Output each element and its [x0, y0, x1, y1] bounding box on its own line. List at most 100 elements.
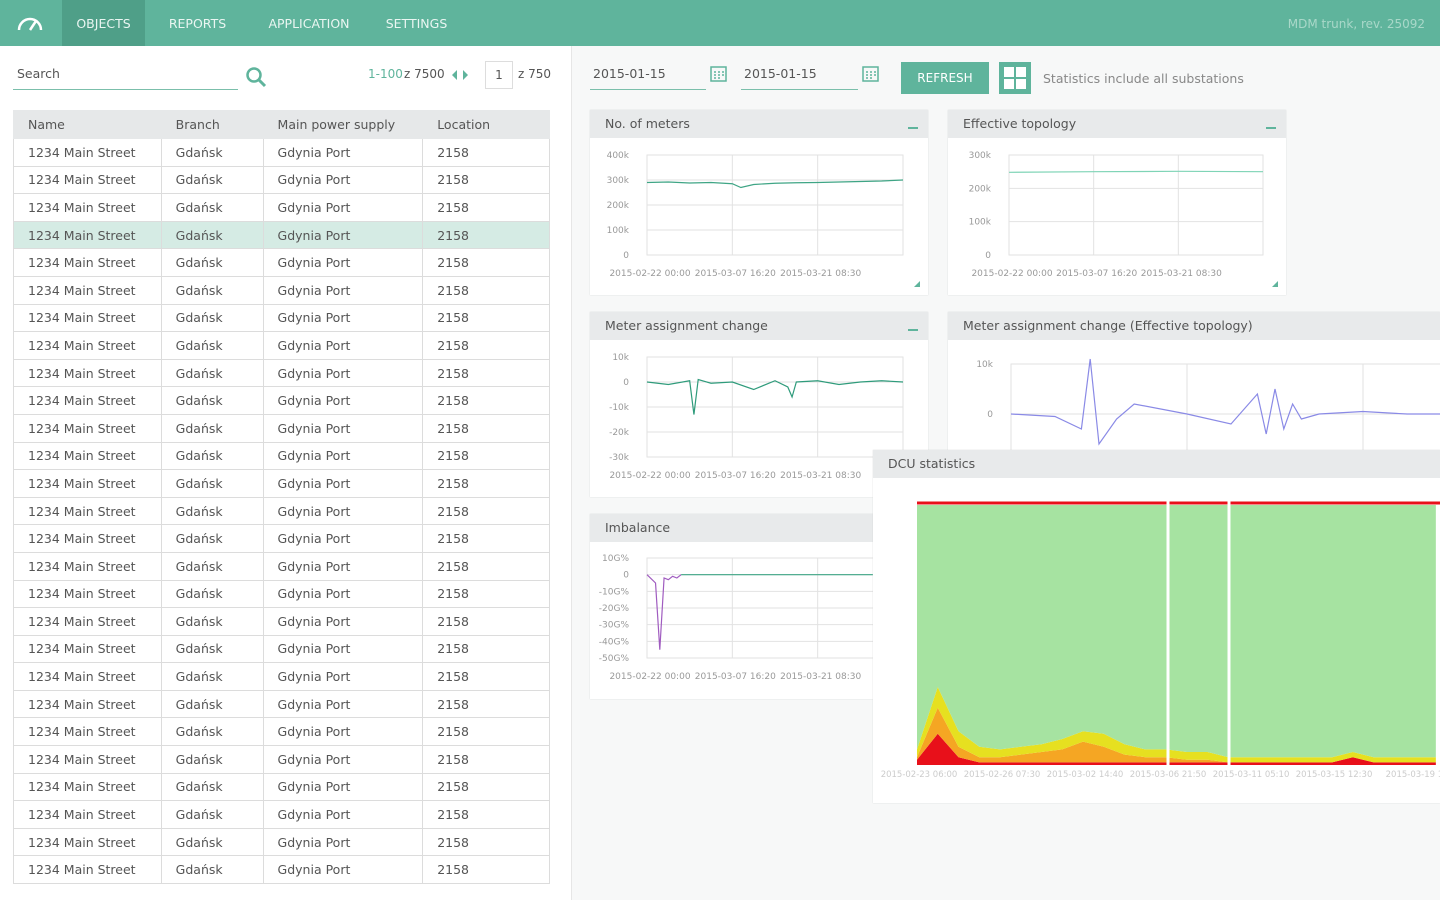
table-row[interactable]: 1234 Main Street Gdańsk Gdynia Port 2158: [13, 386, 550, 415]
objects-table: Name Branch Main power supply Location 1234 …: [13, 110, 550, 885]
chart-widget: Effective topology 0 100k 200k 300k 2015-02-2…: [948, 110, 1286, 295]
table-row[interactable]: 1234 Main Street Gdańsk Gdynia Port 2158: [13, 413, 550, 443]
table-row[interactable]: 1234 Main Street Gdańsk Gdynia Port 2158: [13, 469, 550, 498]
table-row[interactable]: 1234 Main Street Gdańsk Gdynia Port 2158: [13, 165, 550, 195]
table-cell: 1234 Main Street: [13, 331, 162, 360]
x-tick-label: 2015-03-21 08:30: [780, 672, 861, 682]
x-tick-label: 2015-03-02 14:40: [1047, 770, 1124, 780]
resize-handle: [914, 281, 920, 287]
layout-button[interactable]: [999, 62, 1031, 94]
table-cell: 2158: [422, 275, 550, 305]
table-cell: Gdańsk: [160, 220, 264, 250]
table-row[interactable]: 1234 Main Street Gdańsk Gdynia Port 2158: [13, 551, 550, 581]
table-row[interactable]: 1234 Main Street Gdańsk Gdynia Port 2158: [13, 193, 550, 222]
table-row[interactable]: 1234 Main Street Gdańsk Gdynia Port 2158: [13, 496, 550, 526]
date-underline: [741, 89, 858, 90]
table-row[interactable]: 1234 Main Street Gdańsk Gdynia Port 2158: [13, 745, 550, 774]
y-tick-label: 100k: [969, 218, 992, 228]
chart-widget: Meter assignment change -30k -20k -10k 0 10k 2…: [590, 312, 928, 497]
table-cell: Gdańsk: [160, 772, 264, 802]
table-cell: 2158: [422, 551, 550, 581]
table-cell: Gdynia Port: [262, 358, 424, 388]
table-row[interactable]: 1234 Main Street Gdańsk Gdynia Port 2158: [13, 358, 550, 388]
table-row[interactable]: 1234 Main Street Gdańsk Gdynia Port 2158: [13, 275, 550, 305]
table-cell: Gdańsk: [160, 386, 264, 415]
table-cell: 1234 Main Street: [13, 634, 162, 664]
table-cell: Gdańsk: [160, 496, 264, 526]
table-row[interactable]: 1234 Main Street Gdańsk Gdynia Port 2158: [13, 331, 550, 360]
x-tick-label: 2015-02-22 00:00: [971, 269, 1052, 279]
page-input[interactable]: 1: [485, 61, 513, 89]
chart: 0 100k 200k 300k 400k 2015-02-22 00:00 2015-03…: [607, 127, 920, 287]
refresh-button[interactable]: REFRESH: [901, 62, 989, 94]
search-icon[interactable]: [245, 66, 269, 90]
table-cell: 1234 Main Street: [13, 717, 162, 747]
table-cell: Gdynia Port: [262, 800, 424, 829]
table-cell: Gdańsk: [160, 662, 264, 691]
table-cell: Gdańsk: [160, 579, 264, 609]
nav-item[interactable]: SETTINGS: [385, 16, 448, 31]
y-tick-label: 10G%: [602, 554, 629, 564]
chart: 2015-02-23 06:00 2015-02-26 07:30 2015-03-…: [881, 501, 1440, 780]
table-row[interactable]: 1234 Main Street Gdańsk Gdynia Port 2158: [13, 717, 550, 747]
data-line: [1008, 170, 1264, 173]
table-cell: 2158: [422, 441, 550, 471]
chart-widget: DCU statistics 2015-02-23 06:00 2015-02-26…: [873, 450, 1440, 803]
table-row[interactable]: 1234 Main Street Gdańsk Gdynia Port 2158: [13, 303, 550, 333]
table-cell: 2158: [422, 303, 550, 333]
table-cell: Gdańsk: [160, 551, 264, 581]
y-tick-label: -20G%: [599, 604, 630, 614]
widget-title: Effective topology: [948, 110, 1286, 138]
nav-item[interactable]: APPLICATION: [268, 16, 350, 31]
table-row[interactable]: 1234 Main Street Gdańsk Gdynia Port 2158: [13, 524, 550, 553]
table-row[interactable]: 1234 Main Street Gdańsk Gdynia Port 2158: [13, 689, 550, 719]
table-cell: 2158: [422, 220, 550, 250]
x-tick-label: 2015-03-21 08:30: [780, 269, 861, 279]
calendar-icon[interactable]: [710, 65, 728, 83]
table-row[interactable]: 1234 Main Street Gdańsk Gdynia Port 2158: [13, 800, 550, 829]
pager-range: 1-100: [368, 67, 403, 81]
table-row[interactable]: 1234 Main Street Gdańsk Gdynia Port 2158: [13, 855, 550, 885]
column-header: Name: [13, 110, 162, 139]
table-row[interactable]: 1234 Main Street Gdańsk Gdynia Port 2158: [13, 579, 550, 609]
table-cell: Gdańsk: [160, 827, 264, 857]
x-tick-label: 2015-02-22 00:00: [609, 269, 690, 279]
table-cell: 1234 Main Street: [13, 138, 162, 167]
table-row[interactable]: 1234 Main Street Gdańsk Gdynia Port 2158: [13, 220, 550, 250]
table-cell: 2158: [422, 772, 550, 802]
table-row[interactable]: 1234 Main Street Gdańsk Gdynia Port 2158: [13, 607, 550, 636]
table-cell: Gdynia Port: [262, 607, 424, 636]
table-cell: 2158: [422, 165, 550, 195]
table-cell: Gdynia Port: [262, 275, 424, 305]
search-input[interactable]: Search: [17, 66, 60, 81]
table-row[interactable]: 1234 Main Street Gdańsk Gdynia Port 2158: [13, 248, 550, 277]
table-row[interactable]: 1234 Main Street Gdańsk Gdynia Port 2158: [13, 772, 550, 802]
nav-item[interactable]: OBJECTS: [62, 0, 145, 46]
date-from[interactable]: 2015-01-15: [593, 66, 666, 81]
table-cell: Gdynia Port: [262, 248, 424, 277]
logo[interactable]: [16, 13, 44, 33]
table-cell: Gdańsk: [160, 165, 264, 195]
table-cell: 1234 Main Street: [13, 800, 162, 829]
calendar-icon[interactable]: [862, 65, 880, 83]
table-cell: Gdynia Port: [262, 689, 424, 719]
table-cell: 2158: [422, 469, 550, 498]
pager-pages: z 750: [518, 67, 552, 81]
date-to[interactable]: 2015-01-15: [744, 66, 817, 81]
table-row[interactable]: 1234 Main Street Gdańsk Gdynia Port 2158: [13, 662, 550, 691]
table-cell: Gdańsk: [160, 413, 264, 443]
pager-arrows[interactable]: [449, 68, 473, 82]
chart: 0 100k 200k 300k 2015-02-22 00:00 2015-03-07 …: [969, 127, 1278, 287]
table-row[interactable]: 1234 Main Street Gdańsk Gdynia Port 2158: [13, 138, 550, 167]
table-row[interactable]: 1234 Main Street Gdańsk Gdynia Port 2158: [13, 634, 550, 664]
pager-total: z 7500: [404, 67, 445, 81]
table-row[interactable]: 1234 Main Street Gdańsk Gdynia Port 2158: [13, 827, 550, 857]
table-cell: 1234 Main Street: [13, 827, 162, 857]
table-cell: Gdynia Port: [262, 855, 424, 885]
nav-item[interactable]: REPORTS: [168, 16, 227, 31]
table-cell: 2158: [422, 138, 550, 167]
table-row[interactable]: 1234 Main Street Gdańsk Gdynia Port 2158: [13, 441, 550, 471]
y-tick-label: 200k: [969, 184, 992, 194]
table-cell: Gdynia Port: [262, 469, 424, 498]
table-cell: 2158: [422, 579, 550, 609]
